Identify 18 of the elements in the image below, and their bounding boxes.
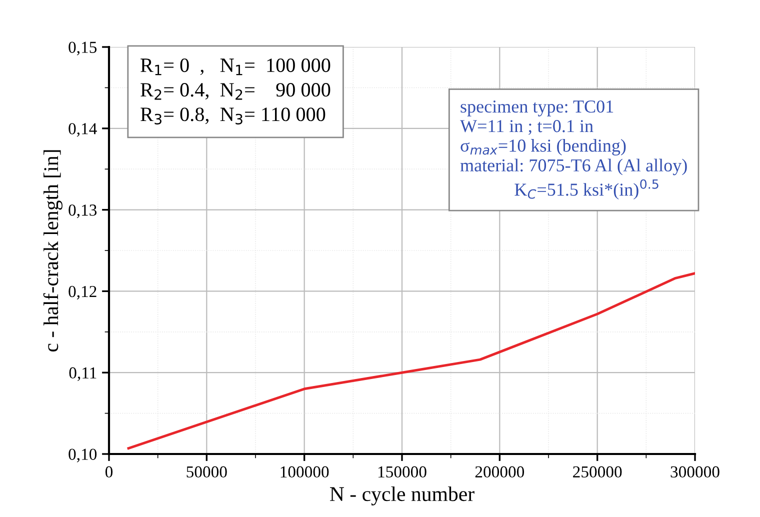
x-tick-label: 200000 xyxy=(475,466,524,478)
y-axis-title: c - half-crack length [in] xyxy=(43,150,62,352)
y-tick-label: 0,10 xyxy=(68,448,97,462)
x-axis-title: N - cycle number xyxy=(330,486,474,506)
y-tick-label: 0,11 xyxy=(69,367,96,381)
x-tick-label: 300000 xyxy=(670,466,720,478)
x-tick-label: 0 xyxy=(105,466,113,478)
x-tick-label: 50000 xyxy=(186,466,227,478)
x-tick-label: 100000 xyxy=(280,466,329,478)
y-tick-label: 0,14 xyxy=(68,123,97,137)
line-series xyxy=(127,272,695,450)
text: specimen type: TC01 W=11 in ; t=0.1 in σ$_{max}$=10 ksi (bending) material: 7075-T6 Al (Al alloy) K$_{C}$=51.5 ksi*(in)$^{0.5}$ xyxy=(460,100,687,200)
y-tick-label: 0,12 xyxy=(68,286,96,300)
x-tick-label: 250000 xyxy=(573,466,622,478)
x-tick-label: 150000 xyxy=(378,466,426,478)
text: R$_{1}$= 0 , N$_{1}$= 100 000 R$_{2}$= 0.4, N$_{2}$= 90 000 R$_{3}$= 0.8, N$_{3}$= 110 000 xyxy=(140,58,330,124)
y-tick-label: 0,13 xyxy=(68,204,97,218)
y-tick-label: 0,15 xyxy=(68,42,97,56)
